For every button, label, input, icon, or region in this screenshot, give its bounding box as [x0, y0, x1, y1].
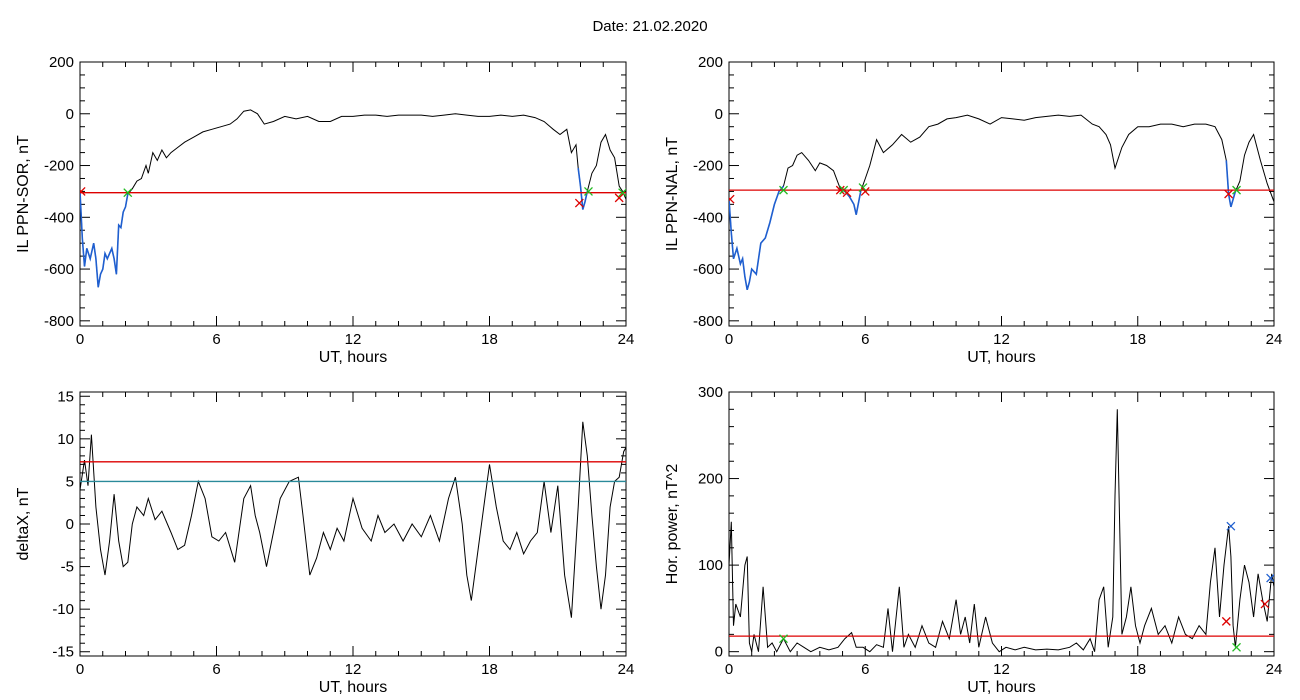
y-tick-label: -200: [44, 158, 74, 175]
cross-marker: [618, 188, 626, 198]
cross-marker: [779, 185, 788, 195]
y-tick-label: 0: [66, 516, 74, 533]
x-tick-label: 0: [725, 661, 733, 678]
x-tick-label: 12: [993, 331, 1010, 348]
y-tick-label: 100: [698, 557, 723, 574]
cross-marker: [842, 188, 852, 198]
date-title: Date: 21.02.2020: [592, 18, 708, 35]
y-tick-label: 5: [66, 473, 74, 490]
y-tick-label: 200: [49, 54, 74, 71]
y-tick-label: 15: [57, 388, 74, 405]
y-axis-label: deltaX, nT: [15, 487, 32, 560]
x-axis-label: UT, hours: [319, 349, 387, 366]
series-line: [729, 185, 785, 291]
cross-marker: [1260, 599, 1270, 609]
cross-marker: [123, 188, 133, 198]
y-tick-label: 0: [66, 106, 74, 123]
y-tick-label: 0: [715, 644, 723, 661]
x-tick-label: 12: [993, 661, 1010, 678]
x-tick-label: 0: [76, 661, 84, 678]
y-tick-label: 0: [715, 106, 723, 123]
cross-marker: [1266, 573, 1274, 583]
series-line: [80, 191, 129, 288]
y-tick-label: 300: [698, 384, 723, 401]
cross-marker: [1224, 189, 1234, 199]
y-tick-label: -800: [693, 313, 723, 330]
cross-marker: [1232, 642, 1241, 652]
series-line: [80, 421, 626, 618]
cross-marker: [574, 198, 584, 208]
x-tick-label: 0: [725, 331, 733, 348]
y-tick-label: -10: [52, 601, 74, 618]
y-tick-label: 200: [698, 471, 723, 488]
cross-marker: [835, 185, 845, 195]
x-tick-label: 18: [1129, 661, 1146, 678]
x-tick-label: 24: [618, 331, 635, 348]
x-tick-label: 6: [861, 661, 869, 678]
x-tick-label: 18: [1129, 331, 1146, 348]
series-line: [729, 409, 1274, 653]
x-tick-label: 18: [481, 331, 498, 348]
chart-nal: 0 6 12 18 24 -800 -600 -400 -200 0 200 UT, hours IL …: [664, 54, 1282, 366]
y-tick-label: -5: [61, 559, 74, 576]
plot-frame: [728, 391, 1275, 657]
plot-area: [729, 114, 1274, 291]
y-tick-label: -600: [44, 261, 74, 278]
cross-marker: [729, 194, 735, 204]
x-tick-label: 24: [618, 661, 635, 678]
x-axis-label: UT, hours: [967, 679, 1035, 696]
y-axis-label: Hor. power, nT^2: [664, 464, 681, 585]
x-axis-label: UT, hours: [319, 679, 387, 696]
y-tick-label: -200: [693, 158, 723, 175]
y-axis-label: IL PPN-NAL, nT: [664, 137, 681, 251]
cross-marker: [614, 193, 624, 203]
series-line: [577, 167, 589, 210]
cross-marker: [80, 186, 86, 196]
x-tick-label: 12: [345, 331, 362, 348]
x-tick-label: 12: [345, 661, 362, 678]
plot-frame: [79, 61, 627, 327]
chart-sor: 0 6 12 18 24 -800 -600 -400 -200 0 200 UT, hours IL …: [15, 54, 634, 366]
x-tick-label: 6: [861, 331, 869, 348]
plot-area: [729, 409, 1274, 653]
x-tick-label: 18: [481, 661, 498, 678]
cross-marker: [584, 186, 593, 196]
y-tick-label: -400: [44, 209, 74, 226]
x-tick-label: 6: [212, 331, 220, 348]
series-line: [729, 114, 1274, 290]
series-line: [80, 109, 626, 288]
y-tick-label: -15: [52, 644, 74, 661]
x-tick-label: 6: [212, 661, 220, 678]
x-tick-label: 0: [76, 331, 84, 348]
cross-marker: [1226, 521, 1236, 531]
series-line: [1225, 160, 1237, 208]
plot-area: [80, 421, 626, 618]
x-tick-label: 24: [1266, 331, 1283, 348]
chart-deltax: 0 6 12 18 24 -15 -10 -5 0 5 10 15 UT, hours deltaX, n…: [15, 388, 634, 696]
cross-marker: [860, 186, 870, 196]
plot-area: [80, 109, 626, 288]
chart-power: 0 6 12 18 24 0 100 200 300 UT, hours Hor. power, n…: [664, 384, 1282, 696]
y-tick-label: -800: [44, 313, 74, 330]
x-axis-label: UT, hours: [967, 349, 1035, 366]
plot-frame: [79, 391, 627, 657]
plot-frame: [728, 61, 1275, 327]
y-tick-label: -600: [693, 261, 723, 278]
y-axis-label: IL PPN-SOR, nT: [15, 135, 32, 253]
y-tick-label: 200: [698, 54, 723, 71]
x-tick-label: 24: [1266, 661, 1283, 678]
cross-marker: [779, 634, 788, 644]
cross-marker: [1232, 185, 1241, 195]
y-tick-label: 10: [57, 431, 74, 448]
cross-marker: [1221, 616, 1231, 626]
y-tick-label: -400: [693, 209, 723, 226]
